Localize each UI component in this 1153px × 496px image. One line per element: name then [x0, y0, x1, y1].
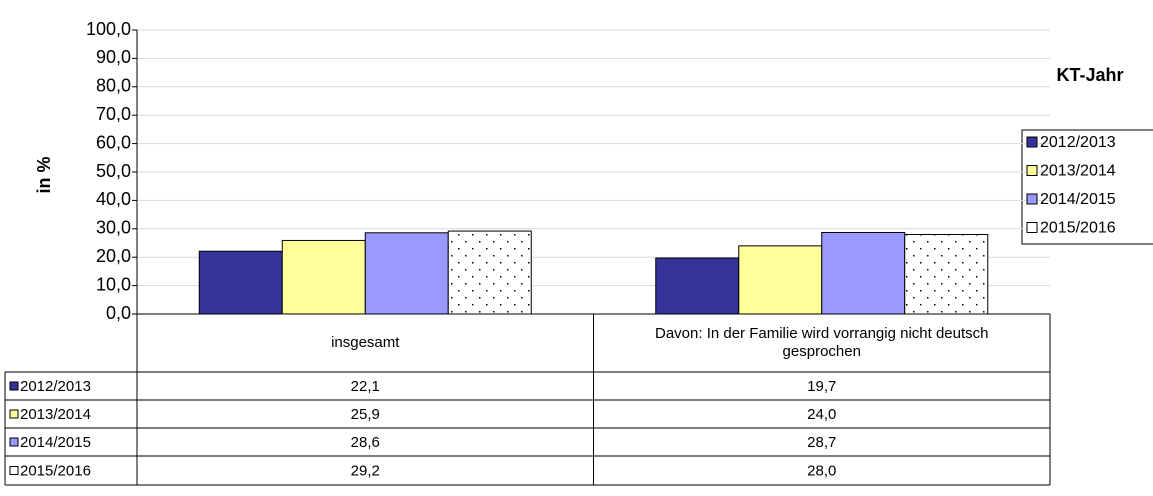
y-tick-label: 20,0: [96, 246, 131, 266]
y-tick-label: 0,0: [106, 303, 131, 323]
x-tick-label: Davon: In der Familie wird vorrangig nic…: [655, 325, 989, 360]
table-legend-key: [9, 437, 19, 447]
legend-key: [1026, 222, 1038, 233]
y-tick-label: 70,0: [96, 104, 131, 124]
bar: [821, 231, 906, 315]
bar: [738, 245, 823, 315]
table-legend-key: [9, 381, 19, 391]
legend-title: KT-Jahr: [1056, 65, 1123, 85]
bar: [904, 233, 989, 315]
bar: [198, 250, 283, 315]
legend-key: [1026, 193, 1038, 205]
table-cell: 28,0: [807, 462, 836, 479]
legend-box: [1021, 129, 1153, 245]
y-tick-label: 50,0: [96, 161, 131, 181]
bar: [655, 257, 740, 315]
table-cell: 28,6: [351, 434, 380, 451]
y-tick-label: 10,0: [96, 274, 131, 294]
legend-key: [1026, 165, 1038, 176]
bar: [364, 232, 449, 315]
table-legend-key: [9, 466, 19, 475]
bar: [447, 230, 532, 315]
y-tick-label: 90,0: [96, 47, 131, 67]
table-row-label: 2012/2013: [20, 378, 91, 395]
legend-label: 2013/2014: [1040, 163, 1116, 180]
legend-label: 2015/2016: [1040, 220, 1116, 237]
bar: [281, 239, 366, 315]
y-tick-label: 30,0: [96, 218, 131, 238]
x-tick-label: insgesamt: [331, 334, 400, 351]
legend-label: 2014/2015: [1040, 191, 1116, 208]
table-cell: 24,0: [807, 406, 836, 423]
legend-key: [1026, 136, 1038, 148]
table-row-label: 2013/2014: [20, 406, 91, 423]
table-cell: 28,7: [807, 434, 836, 451]
table-cell: 25,9: [351, 406, 380, 423]
table-cell: 19,7: [807, 378, 836, 395]
table-row-label: 2014/2015: [20, 434, 91, 451]
table-cell: 29,2: [351, 462, 380, 479]
table-cell: 22,1: [351, 378, 380, 395]
y-tick-label: 80,0: [96, 76, 131, 96]
table-row-label: 2015/2016: [20, 462, 91, 479]
legend-label: 2012/2013: [1040, 134, 1116, 151]
y-tick-label: 100,0: [86, 19, 131, 39]
y-axis-label: in %: [34, 156, 54, 193]
table-legend-key: [9, 409, 19, 419]
y-tick-label: 40,0: [96, 189, 131, 209]
y-tick-label: 60,0: [96, 132, 131, 152]
